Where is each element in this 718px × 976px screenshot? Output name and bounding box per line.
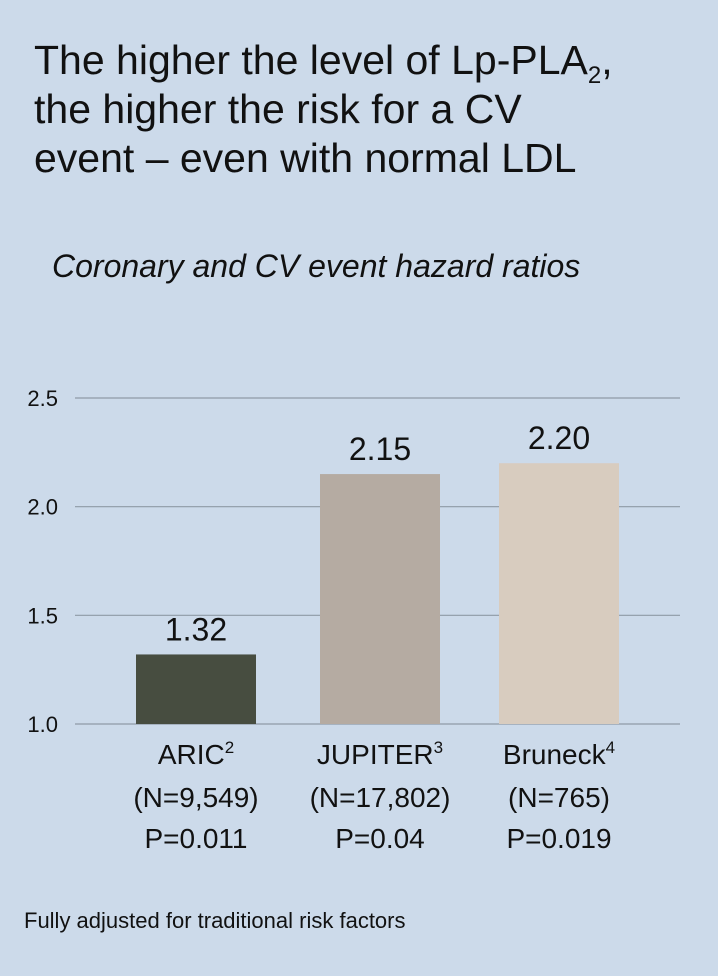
title-line-1-end: , — [601, 37, 613, 83]
title-line-2: the higher the risk for a CV — [34, 86, 522, 132]
category-n-label: (N=17,802) — [310, 782, 451, 813]
y-tick-label: 2.5 — [27, 386, 58, 411]
category-name: ARIC — [158, 739, 225, 770]
category-n-label: (N=9,549) — [133, 782, 258, 813]
bar — [320, 474, 440, 724]
category-superscript: 3 — [434, 738, 443, 757]
category-p-label: P=0.019 — [506, 823, 611, 854]
chart-title: The higher the level of Lp-PLA2, the high… — [34, 36, 704, 183]
footnote: Fully adjusted for traditional risk fact… — [24, 908, 406, 933]
category-p-label: P=0.04 — [335, 823, 425, 854]
category-name: JUPITER — [317, 739, 434, 770]
category-superscript: 2 — [225, 738, 234, 757]
bar — [499, 463, 619, 724]
data-label: 2.15 — [349, 431, 411, 467]
category-n-label: (N=765) — [508, 782, 610, 813]
category-name: Bruneck — [503, 739, 607, 770]
title-line-3: event – even with normal LDL — [34, 135, 577, 181]
title-line-1: The higher the level of Lp-PLA — [34, 37, 588, 83]
data-label: 1.32 — [165, 611, 227, 647]
y-tick-label: 1.5 — [27, 603, 58, 628]
bar — [136, 654, 256, 724]
category-p-label: P=0.011 — [144, 823, 247, 854]
category-label: JUPITER3 — [317, 738, 443, 770]
data-label: 2.20 — [528, 420, 590, 456]
y-tick-label: 2.0 — [27, 495, 58, 520]
title-subscript: 2 — [587, 62, 602, 89]
chart-subtitle: Coronary and CV event hazard ratios — [52, 248, 581, 284]
y-tick-label: 1.0 — [27, 712, 58, 737]
category-superscript: 4 — [606, 738, 615, 757]
bar-chart: 1.0 1.5 2.0 2.5 1.32 ARIC2 (N=9,549) P=0.011 2.1… — [27, 386, 680, 854]
category-label: ARIC2 — [158, 738, 234, 770]
category-label: Bruneck4 — [503, 738, 615, 770]
